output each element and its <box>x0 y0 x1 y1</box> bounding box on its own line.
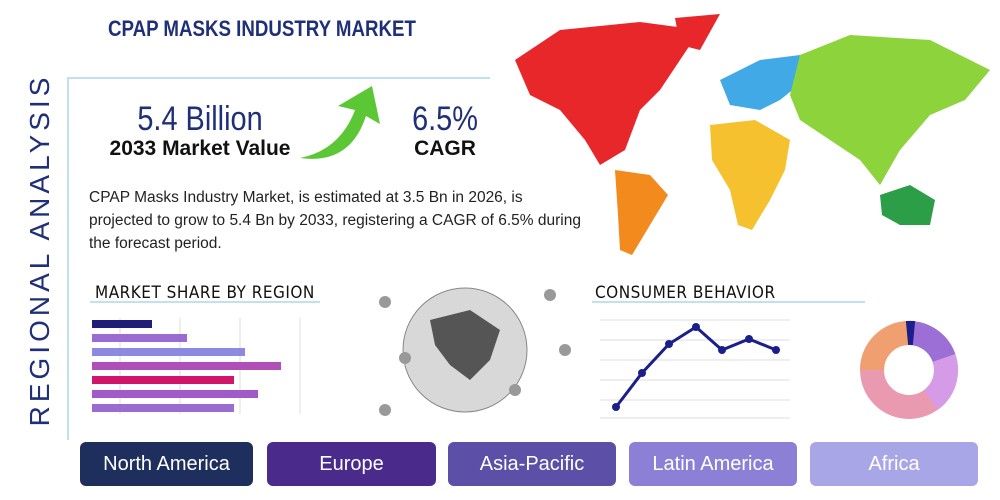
region-button[interactable]: Europe <box>267 442 436 486</box>
title: CPAP MASKS INDUSTRY MARKET <box>108 16 416 41</box>
stat-label: CAGR <box>414 137 476 160</box>
description: CPAP Masks Industry Market, is estimated… <box>89 189 581 252</box>
section-title: MARKET SHARE BY REGION <box>95 283 315 303</box>
region-button[interactable]: Latin America <box>629 442 797 486</box>
region-button[interactable]: Asia-Pacific <box>448 442 616 486</box>
stat-value: 6.5% <box>412 100 478 138</box>
stat-label: 2033 Market Value <box>109 137 291 160</box>
section-title: CONSUMER BEHAVIOR <box>595 283 776 303</box>
stat-value: 5.4 Billion <box>137 100 263 138</box>
region-button[interactable]: North America <box>80 442 253 486</box>
region-button[interactable]: Africa <box>810 442 978 486</box>
